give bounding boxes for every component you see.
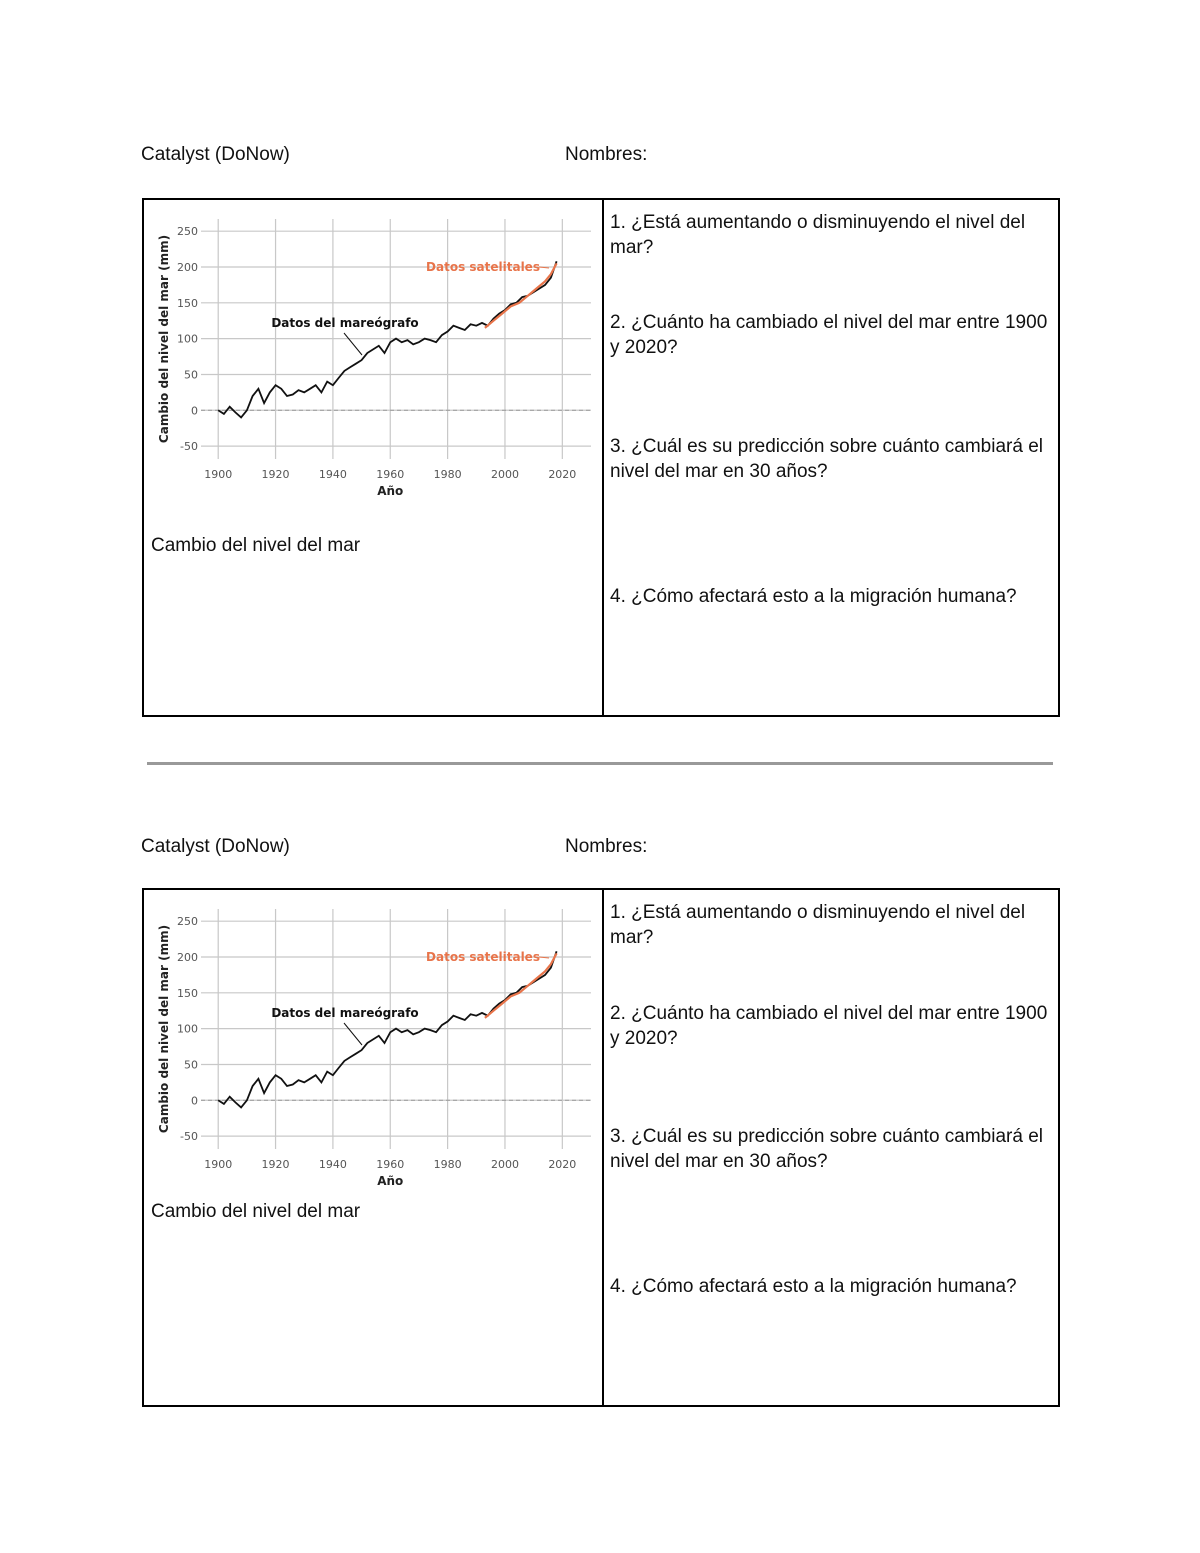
x-tick-label: 1900 bbox=[204, 1158, 232, 1171]
y-tick-label: 50 bbox=[184, 368, 198, 381]
x-tick-label: 2020 bbox=[548, 1158, 576, 1171]
y-tick-label: 200 bbox=[177, 261, 198, 274]
line bbox=[217, 261, 558, 419]
x-tick-label: 1960 bbox=[376, 468, 404, 481]
header-title: Catalyst (DoNow) bbox=[141, 836, 290, 857]
chart: -50 0 50 100 150 200 250 1900 1920 1940 1960 1980 20… bbox=[157, 219, 591, 498]
y-tick-label: 200 bbox=[177, 951, 198, 964]
line bbox=[484, 952, 558, 1019]
header-title: Catalyst (DoNow) bbox=[141, 144, 290, 165]
x-tick-label: 1920 bbox=[262, 468, 290, 481]
chart-caption: Cambio del nivel del mar bbox=[151, 1201, 361, 1222]
header-names: Nombres: bbox=[565, 144, 648, 165]
x-tick-label: 1920 bbox=[262, 1158, 290, 1171]
y-tick-label: 0 bbox=[191, 404, 198, 417]
question: 3. ¿Cuál es su predicción sobre cuánto c… bbox=[610, 1126, 1044, 1172]
x-axis-label: Año bbox=[377, 484, 403, 498]
annotation: Datos del mareógrafo bbox=[271, 316, 418, 330]
y-tick-label: 150 bbox=[177, 987, 198, 1000]
y-tick-label: 100 bbox=[177, 1023, 198, 1036]
x-tick-label: 1960 bbox=[376, 1158, 404, 1171]
x-axis-label: Año bbox=[377, 1174, 403, 1188]
cell-divider bbox=[602, 200, 604, 715]
annotation: Datos satelitales bbox=[426, 260, 540, 274]
question: 1. ¿Está aumentando o disminuyendo el ni… bbox=[610, 212, 1026, 258]
leader-line bbox=[343, 332, 363, 356]
x-tick-label: 1980 bbox=[434, 1158, 462, 1171]
annotation: Datos del mareógrafo bbox=[271, 1006, 418, 1020]
separator bbox=[147, 762, 1053, 765]
question: 3. ¿Cuál es su predicción sobre cuánto c… bbox=[610, 436, 1044, 482]
annotation: Datos satelitales bbox=[426, 950, 540, 964]
x-tick-label: 1980 bbox=[434, 468, 462, 481]
x-tick-label: 2000 bbox=[491, 468, 519, 481]
chart: -50 0 50 100 150 200 250 1900 1920 1940 1960 1980 20… bbox=[157, 909, 591, 1188]
question: 4. ¿Cómo afectará esto a la migración hu… bbox=[610, 1276, 1017, 1297]
question: 2. ¿Cuánto ha cambiado el nivel del mar … bbox=[610, 312, 1048, 358]
x-tick-label: 2020 bbox=[548, 468, 576, 481]
question: 2. ¿Cuánto ha cambiado el nivel del mar … bbox=[610, 1003, 1048, 1049]
y-tick-label: -50 bbox=[180, 440, 198, 453]
cell-divider bbox=[602, 890, 604, 1405]
y-tick-label: -50 bbox=[180, 1130, 198, 1143]
worksheet-box: -50 0 50 100 150 200 250 1900 1920 1940 1960 1980 20… bbox=[142, 198, 1060, 717]
x-tick-label: 1900 bbox=[204, 468, 232, 481]
x-tick-label: 2000 bbox=[491, 1158, 519, 1171]
y-tick-label: 150 bbox=[177, 297, 198, 310]
header-names: Nombres: bbox=[565, 836, 648, 857]
leader-line bbox=[538, 266, 550, 269]
x-tick-label: 1940 bbox=[319, 468, 347, 481]
y-axis-label: Cambio del nivel del mar (mm) bbox=[157, 925, 171, 1133]
leader-line bbox=[343, 1022, 363, 1046]
y-tick-label: 250 bbox=[177, 915, 198, 928]
worksheet-box: -50 0 50 100 150 200 250 1900 1920 1940 1960 1980 20… bbox=[142, 888, 1060, 1407]
y-tick-label: 250 bbox=[177, 225, 198, 238]
chart-caption: Cambio del nivel del mar bbox=[151, 535, 361, 556]
question: 4. ¿Cómo afectará esto a la migración hu… bbox=[610, 586, 1017, 607]
x-tick-label: 1940 bbox=[319, 1158, 347, 1171]
leader-line bbox=[538, 956, 550, 959]
question: 1. ¿Está aumentando o disminuyendo el ni… bbox=[610, 902, 1026, 948]
line bbox=[484, 262, 558, 329]
y-axis-label: Cambio del nivel del mar (mm) bbox=[157, 235, 171, 443]
y-tick-label: 0 bbox=[191, 1094, 198, 1107]
y-tick-label: 50 bbox=[184, 1058, 198, 1071]
line bbox=[217, 951, 558, 1109]
y-tick-label: 100 bbox=[177, 333, 198, 346]
